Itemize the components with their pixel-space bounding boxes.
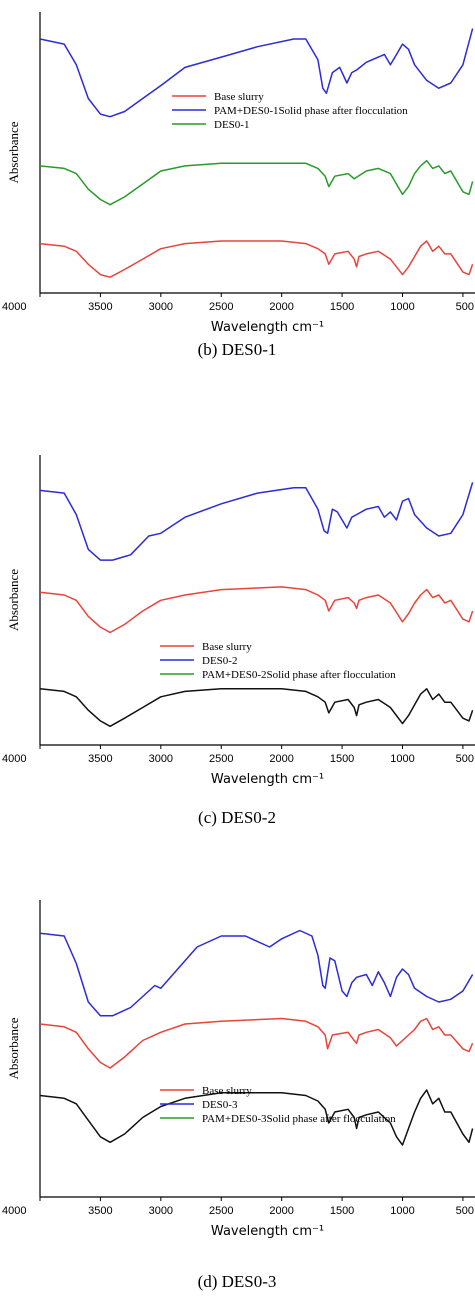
x-tick-label: 1000 bbox=[390, 301, 414, 313]
x-tick-label: 2500 bbox=[209, 301, 233, 313]
x-tick-label: 3500 bbox=[88, 1205, 112, 1217]
x-tick-label: 1500 bbox=[330, 1205, 354, 1217]
series-line-1 bbox=[39, 929, 474, 1017]
y-axis-label: Absorbance bbox=[6, 569, 21, 631]
series-line-3 bbox=[39, 688, 474, 728]
x-tick-label: 2000 bbox=[269, 301, 293, 313]
y-axis-label: Absorbance bbox=[6, 1017, 21, 1079]
x-tick-label: 3000 bbox=[149, 1205, 173, 1217]
y-axis-label: Absorbance bbox=[6, 121, 21, 183]
legend-entry: DES0-1 bbox=[214, 119, 249, 131]
x-tick-label: 2000 bbox=[269, 753, 293, 765]
legend-entry: PAM+DES0-2Solid phase after flocculation bbox=[202, 669, 396, 681]
x-tick-label: 500 bbox=[456, 753, 474, 765]
series-line-1 bbox=[39, 482, 474, 561]
legend-entry: Base slurry bbox=[214, 91, 264, 103]
x-tick-label: 3000 bbox=[149, 301, 173, 313]
legend: Base slurry DES0-2 PAM+DES0-2Solid phase a… bbox=[160, 641, 396, 681]
legend-entry: DES0-2 bbox=[202, 655, 237, 667]
x-tick-label: 2500 bbox=[209, 753, 233, 765]
chart-caption: (d) DES0-3 bbox=[198, 1272, 277, 1291]
x-axis-label: Wavelength cm⁻¹ bbox=[211, 320, 324, 335]
chart-caption: (c) DES0-2 bbox=[198, 808, 276, 827]
x-tick-label: 4000 bbox=[2, 1205, 26, 1217]
x-tick-label: 4000 bbox=[2, 753, 26, 765]
x-tick-label: 1000 bbox=[390, 753, 414, 765]
x-tick-label: 3500 bbox=[88, 301, 112, 313]
series-line-3 bbox=[39, 240, 474, 278]
x-tick-label: 1500 bbox=[330, 753, 354, 765]
x-tick-label: 1500 bbox=[330, 301, 354, 313]
x-tick-label: 4000 bbox=[2, 301, 26, 313]
x-tick-label: 1000 bbox=[390, 1205, 414, 1217]
x-tick-label: 500 bbox=[456, 1205, 474, 1217]
series-line-2 bbox=[39, 586, 474, 634]
series-line-3 bbox=[39, 1089, 474, 1146]
x-tick-label: 3000 bbox=[149, 753, 173, 765]
series-line-2 bbox=[39, 159, 474, 206]
series-line-1 bbox=[39, 28, 474, 118]
x-tick-label: 500 bbox=[456, 301, 474, 313]
legend: Base slurry PAM+DES0-1Solid phase after f… bbox=[172, 91, 408, 131]
legend-entry: DES0-3 bbox=[202, 1099, 238, 1111]
x-axis-label: Wavelength cm⁻¹ bbox=[211, 1224, 324, 1239]
chart-panel-1: 4000 3500 3000 2500 2000 1500 1000 500 Wavelengt… bbox=[2, 12, 475, 359]
legend-entry: Base slurry bbox=[202, 1085, 252, 1097]
legend: Base slurry DES0-3 PAM+DES0-3Solid phase a… bbox=[160, 1085, 396, 1125]
x-axis-label: Wavelength cm⁻¹ bbox=[211, 772, 324, 787]
x-tick-label: 3500 bbox=[88, 753, 112, 765]
series-line-2 bbox=[39, 1017, 474, 1069]
x-tick-label: 2500 bbox=[209, 1205, 233, 1217]
chart-panel-3: 4000 3500 3000 2500 2000 1500 1000 500 Wavelengt… bbox=[2, 900, 475, 1291]
x-tick-label: 2000 bbox=[269, 1205, 293, 1217]
legend-entry: PAM+DES0-1Solid phase after flocculation bbox=[214, 105, 408, 117]
legend-entry: Base slurry bbox=[202, 641, 252, 653]
chart-caption: (b) DES0-1 bbox=[198, 340, 277, 359]
chart-panel-2: 4000 3500 3000 2500 2000 1500 1000 500 Wavelengt… bbox=[2, 455, 475, 827]
legend-entry: PAM+DES0-3Solid phase after flocculation bbox=[202, 1113, 396, 1125]
